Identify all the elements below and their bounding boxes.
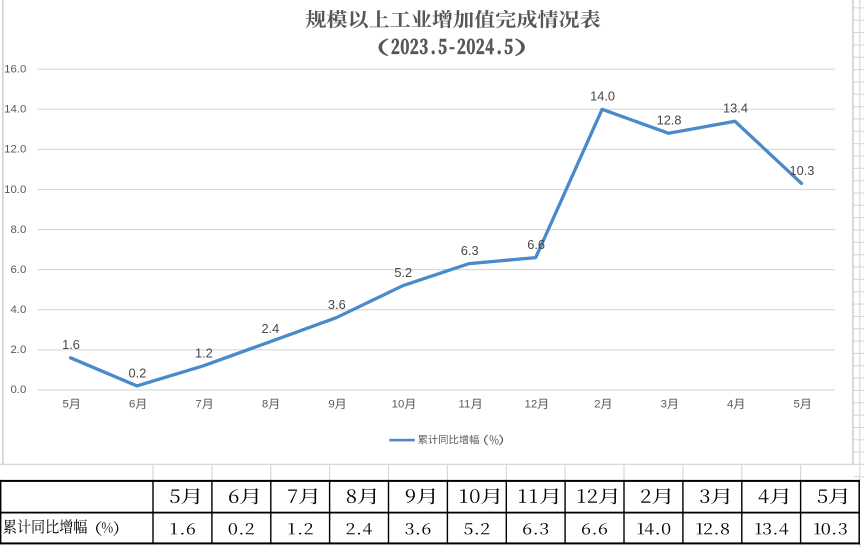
svg-text:0.0: 0.0 [10,384,26,396]
svg-text:3: 3 [661,399,667,411]
svg-text:1.6: 1.6 [62,337,80,352]
svg-text:12.8: 12.8 [657,113,682,128]
svg-text:2.4: 2.4 [261,321,279,336]
svg-text:5.2: 5.2 [394,265,412,280]
svg-text:10.0: 10.0 [4,184,26,196]
svg-text:12.0: 12.0 [4,144,26,156]
svg-text:6: 6 [129,399,135,411]
svg-text:6.3: 6.3 [461,243,479,258]
svg-text:10: 10 [392,399,405,411]
svg-text:6.0: 6.0 [10,264,26,276]
svg-text:1.2: 1.2 [195,345,213,360]
svg-text:8: 8 [262,399,268,411]
svg-text:5: 5 [63,399,69,411]
svg-text:14.0: 14.0 [590,89,615,104]
svg-text:9: 9 [328,399,334,411]
svg-text:6.6: 6.6 [527,237,545,252]
svg-text:4.0: 4.0 [10,304,26,316]
svg-text:4: 4 [727,399,733,411]
svg-text:3.6: 3.6 [328,297,346,312]
svg-text:0.2: 0.2 [129,365,147,380]
svg-text:8.0: 8.0 [10,224,26,236]
svg-text:5: 5 [793,399,799,411]
svg-text:11: 11 [458,399,470,411]
svg-text:7: 7 [195,399,201,411]
svg-text:10.3: 10.3 [789,163,814,178]
svg-text:16.0: 16.0 [4,64,26,76]
svg-text:13.4: 13.4 [723,101,748,116]
svg-text:12: 12 [525,399,538,411]
svg-text:2.0: 2.0 [10,344,26,356]
svg-text:2: 2 [594,399,600,411]
svg-text:14.0: 14.0 [4,104,26,116]
